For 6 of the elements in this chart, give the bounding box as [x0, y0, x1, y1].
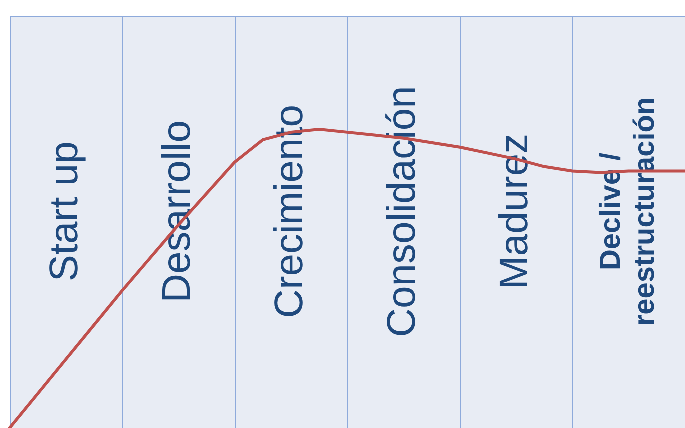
annotation: Declive / reestructuración — [594, 97, 661, 326]
annotation: Consolidación — [380, 86, 424, 338]
annotation: Madurez — [492, 134, 536, 290]
annotation: Start up — [42, 142, 86, 282]
annotation: Desarrollo — [154, 120, 199, 303]
annotation: Crecimiento — [267, 104, 312, 318]
